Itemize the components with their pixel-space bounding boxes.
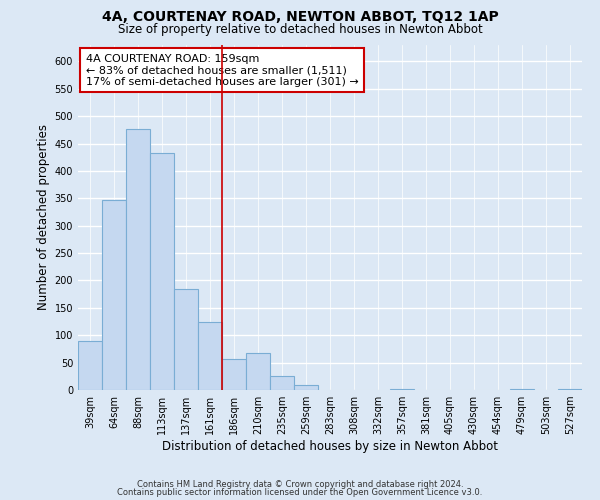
Bar <box>102 200 126 390</box>
Bar <box>222 359 246 390</box>
Bar <box>78 340 102 390</box>
Bar <box>126 129 150 390</box>
Text: 4A, COURTENAY ROAD, NEWTON ABBOT, TQ12 1AP: 4A, COURTENAY ROAD, NEWTON ABBOT, TQ12 1… <box>101 10 499 24</box>
Text: Size of property relative to detached houses in Newton Abbot: Size of property relative to detached ho… <box>118 22 482 36</box>
X-axis label: Distribution of detached houses by size in Newton Abbot: Distribution of detached houses by size … <box>162 440 498 453</box>
Bar <box>510 389 534 390</box>
Text: Contains public sector information licensed under the Open Government Licence v3: Contains public sector information licen… <box>118 488 482 497</box>
Text: 4A COURTENAY ROAD: 159sqm
← 83% of detached houses are smaller (1,511)
17% of se: 4A COURTENAY ROAD: 159sqm ← 83% of detac… <box>86 54 358 87</box>
Bar <box>558 389 582 390</box>
Text: Contains HM Land Registry data © Crown copyright and database right 2024.: Contains HM Land Registry data © Crown c… <box>137 480 463 489</box>
Bar <box>174 289 198 390</box>
Bar <box>246 354 270 390</box>
Bar <box>390 389 414 390</box>
Bar <box>198 322 222 390</box>
Bar <box>270 376 294 390</box>
Bar <box>294 384 318 390</box>
Bar <box>150 154 174 390</box>
Y-axis label: Number of detached properties: Number of detached properties <box>37 124 50 310</box>
